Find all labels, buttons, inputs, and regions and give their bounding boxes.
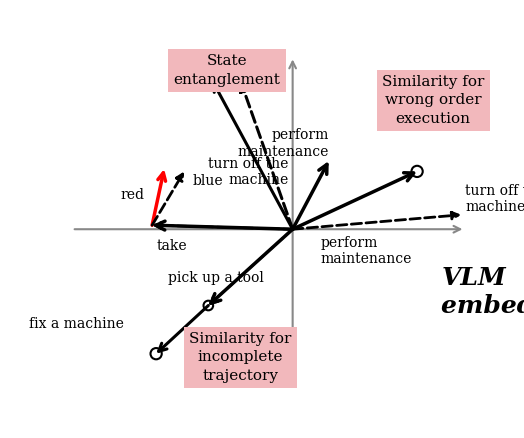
- Text: State
entanglement: State entanglement: [173, 54, 280, 87]
- Text: blue: blue: [192, 174, 223, 188]
- Text: pill: pill: [253, 64, 275, 78]
- Text: Similarity for
incomplete
trajectory: Similarity for incomplete trajectory: [189, 332, 292, 383]
- Text: perform
maintenance: perform maintenance: [237, 128, 329, 159]
- Text: turn off the
machine: turn off the machine: [208, 157, 289, 187]
- Text: turn off the
machine: turn off the machine: [465, 184, 524, 214]
- Text: fix a machine: fix a machine: [29, 317, 124, 331]
- Text: pick up a tool: pick up a tool: [168, 271, 264, 285]
- Text: red: red: [120, 188, 144, 202]
- Text: Similarity for
wrong order
execution: Similarity for wrong order execution: [382, 75, 484, 126]
- Text: perform
maintenance: perform maintenance: [321, 236, 412, 266]
- Text: take: take: [157, 239, 188, 253]
- Text: pill: pill: [174, 64, 196, 78]
- Text: VLM
embedding space: VLM embedding space: [441, 266, 524, 318]
